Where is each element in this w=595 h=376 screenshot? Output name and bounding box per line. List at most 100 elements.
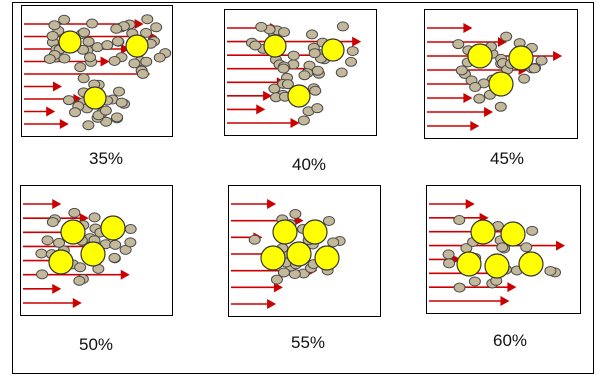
particle xyxy=(453,282,466,293)
arrow-head xyxy=(52,283,62,294)
particle xyxy=(346,46,359,57)
particle xyxy=(277,267,290,278)
particle xyxy=(150,22,163,33)
panel-60 xyxy=(426,185,581,314)
particle xyxy=(468,276,481,287)
arrow-head xyxy=(500,296,510,306)
arrow-head xyxy=(463,93,473,103)
particle xyxy=(46,217,59,228)
particle xyxy=(43,53,56,64)
particle xyxy=(311,65,324,76)
particle xyxy=(528,63,541,74)
particle xyxy=(69,107,82,118)
particle xyxy=(308,48,321,59)
core-particle xyxy=(272,219,298,245)
arrow-head xyxy=(470,121,480,131)
particle xyxy=(297,115,310,126)
particle xyxy=(520,242,533,253)
particle xyxy=(41,235,54,246)
panel-label-55: 55% xyxy=(290,333,326,352)
core-particle xyxy=(302,219,328,245)
arrow-head xyxy=(53,81,62,92)
arrow-head xyxy=(263,90,273,101)
particle xyxy=(140,27,153,38)
panel-45 xyxy=(424,9,578,139)
particle xyxy=(336,21,349,32)
arrow-head xyxy=(267,199,277,209)
particle xyxy=(500,31,513,42)
particle xyxy=(249,40,262,51)
particle xyxy=(281,79,294,90)
particle xyxy=(46,30,59,41)
arrow-head xyxy=(120,269,130,280)
panel-label-40: 40% xyxy=(291,155,327,174)
core-particle xyxy=(488,71,514,97)
core-particle xyxy=(467,43,493,69)
particle xyxy=(277,63,290,74)
particle xyxy=(86,18,99,29)
particle xyxy=(287,50,300,61)
particle xyxy=(73,275,86,286)
core-particle xyxy=(263,34,287,58)
arrow-head xyxy=(121,44,130,54)
particle xyxy=(108,55,121,66)
particle xyxy=(62,95,75,106)
core-particle xyxy=(314,245,340,271)
arrow-head xyxy=(267,299,277,309)
particle xyxy=(82,36,95,47)
particle xyxy=(128,58,141,69)
core-particle xyxy=(500,221,526,247)
particle xyxy=(442,249,455,260)
particle xyxy=(48,20,61,31)
particle xyxy=(309,85,322,96)
panel-label-45: 45% xyxy=(489,149,525,168)
cluster-diagram xyxy=(427,23,563,131)
arrow-head xyxy=(553,51,563,61)
arrow-head xyxy=(290,118,300,128)
core-particle xyxy=(286,241,312,267)
cluster-diagram xyxy=(24,14,172,131)
core-particle xyxy=(518,251,544,277)
arrow-head xyxy=(484,107,494,117)
particle xyxy=(535,55,548,66)
arrow-head xyxy=(100,56,110,67)
particle xyxy=(124,237,137,248)
core-particle xyxy=(125,34,149,58)
particle xyxy=(298,70,311,81)
particle xyxy=(323,215,336,226)
particle xyxy=(88,212,101,223)
core-particle xyxy=(80,241,106,267)
panel-40 xyxy=(224,9,377,136)
particle xyxy=(124,224,137,235)
core-particle xyxy=(321,38,345,62)
core-particle xyxy=(58,30,82,54)
particle xyxy=(140,56,153,67)
panel-label-60: 60% xyxy=(492,331,528,350)
arrow-head xyxy=(352,36,362,47)
particle xyxy=(111,112,124,123)
arrow-head xyxy=(52,199,62,209)
panel-35 xyxy=(21,5,173,137)
particle xyxy=(345,56,358,67)
particle xyxy=(455,65,468,76)
particle xyxy=(113,86,126,97)
arrow-head xyxy=(72,298,82,308)
particle xyxy=(494,101,507,112)
particle xyxy=(270,274,283,285)
particle xyxy=(153,52,166,63)
particle xyxy=(496,242,509,253)
particle xyxy=(77,73,90,84)
particle xyxy=(53,237,66,248)
particle xyxy=(453,215,466,226)
particle xyxy=(74,262,87,273)
particle xyxy=(82,120,95,131)
particle xyxy=(115,97,128,108)
arrow-head xyxy=(507,282,517,293)
particle xyxy=(289,208,302,219)
particle xyxy=(473,93,486,104)
particle xyxy=(36,269,49,280)
panel-50 xyxy=(20,185,173,316)
particle xyxy=(248,234,261,245)
particle xyxy=(443,258,456,269)
particle xyxy=(78,27,91,38)
